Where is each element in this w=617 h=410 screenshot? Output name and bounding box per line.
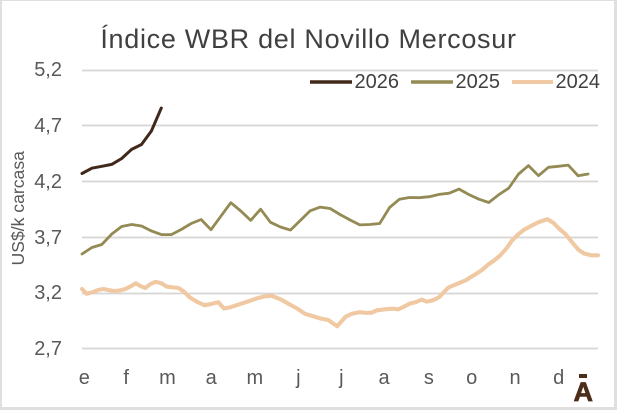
svg-text:US$/k carcasa: US$/k carcasa — [8, 151, 28, 266]
